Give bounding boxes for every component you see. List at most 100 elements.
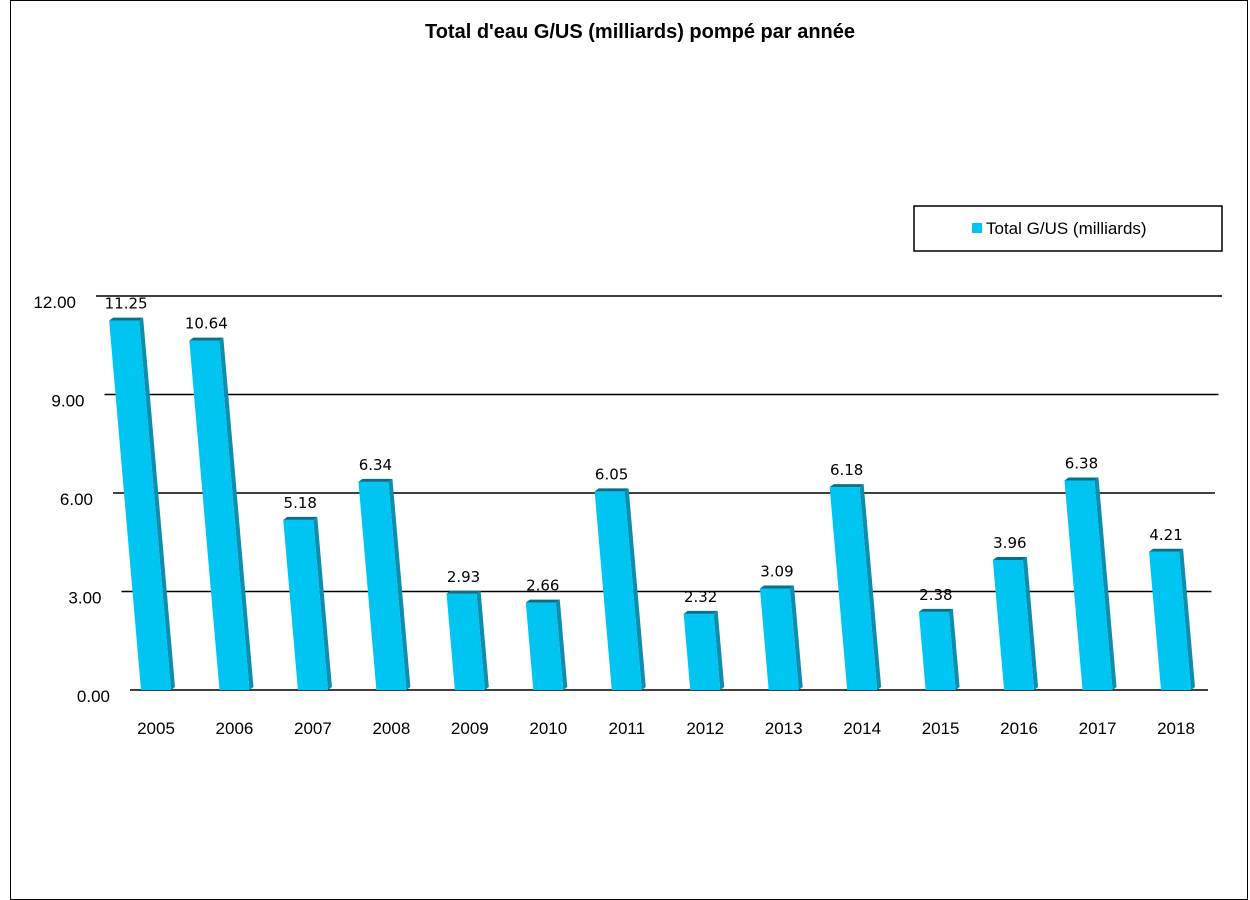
bar-top <box>189 337 224 341</box>
bar-top <box>358 478 393 482</box>
chart-title: Total d'eau G/US (milliards) pompé par a… <box>425 21 855 43</box>
bar-side <box>555 599 568 690</box>
x-tick-label: 2014 <box>843 719 881 738</box>
x-tick-label: 2007 <box>294 719 332 738</box>
bar-side <box>859 484 882 690</box>
y-axis-ticks: 0.00 3.00 6.00 9.00 12.00 <box>33 293 110 706</box>
bar-top <box>1149 548 1184 552</box>
bar-top <box>918 608 953 612</box>
data-label: 6.05 <box>595 465 628 483</box>
bar-top <box>829 484 864 488</box>
bar-top <box>992 556 1027 560</box>
bar-top <box>525 599 560 603</box>
bar-face <box>446 593 485 690</box>
bar-top <box>594 488 629 492</box>
bar-side <box>948 608 960 690</box>
bar <box>189 337 254 690</box>
x-axis-ticks: 2005 2006 2007 2008 2009 2010 2011 2012 2013 2014… <box>137 719 1195 738</box>
bar-face <box>918 611 956 690</box>
x-tick-label: 2011 <box>608 719 645 738</box>
bar-side <box>789 585 803 690</box>
bar-face <box>594 491 642 690</box>
x-tick-label: 2012 <box>686 719 724 738</box>
data-label: 10.64 <box>185 315 228 333</box>
data-label: 6.38 <box>1065 455 1098 473</box>
bar <box>992 556 1039 690</box>
data-label: 4.21 <box>1149 526 1182 544</box>
bar-top <box>446 590 481 594</box>
bar <box>759 585 803 690</box>
bar-face <box>683 613 721 690</box>
data-labels: 11.25 10.64 5.18 6.34 2.93 2.66 6.05 2.32 3.09 6.… <box>105 295 1183 606</box>
x-tick-label: 2009 <box>451 719 489 738</box>
legend-label: Total G/US (milliards) <box>986 219 1147 238</box>
x-tick-label: 2008 <box>372 719 410 738</box>
bar-side <box>1179 548 1195 690</box>
bar-top <box>1064 477 1099 481</box>
bar <box>829 484 882 690</box>
y-tick-label: 12.00 <box>33 293 76 312</box>
bar-face <box>109 320 171 690</box>
data-label: 2.38 <box>919 586 952 604</box>
data-label: 2.93 <box>447 568 480 586</box>
bar-face <box>525 602 564 690</box>
legend: Total G/US (milliards) <box>913 205 1223 252</box>
bar-side <box>219 337 254 690</box>
y-tick-label: 3.00 <box>68 589 101 608</box>
y-tick-label: 6.00 <box>60 490 93 509</box>
x-tick-label: 2016 <box>1000 719 1038 738</box>
bar-side <box>476 590 489 690</box>
x-tick-label: 2015 <box>922 719 960 738</box>
bar-side <box>1094 477 1117 690</box>
bar <box>683 610 725 690</box>
bar <box>358 478 411 690</box>
bar-top <box>683 610 718 614</box>
x-tick-label: 2017 <box>1079 719 1117 738</box>
bar <box>1064 477 1117 690</box>
bar <box>283 516 332 690</box>
legend-swatch <box>972 223 982 233</box>
x-tick-label: 2006 <box>216 719 254 738</box>
bars <box>109 317 1195 690</box>
legend-box <box>913 205 1223 252</box>
bar-face <box>358 481 407 690</box>
bar-face <box>829 487 878 690</box>
x-tick-label: 2010 <box>529 719 567 738</box>
x-tick-label: 2005 <box>137 719 175 738</box>
data-label: 3.09 <box>760 563 793 581</box>
bar <box>1149 548 1195 690</box>
bar <box>446 590 489 690</box>
bar-side <box>713 610 725 690</box>
bar <box>109 317 175 690</box>
data-label: 2.32 <box>684 588 717 606</box>
bar <box>594 488 646 690</box>
bar-face <box>1149 551 1191 690</box>
bar <box>525 599 568 690</box>
x-tick-label: 2013 <box>765 719 803 738</box>
data-label: 5.18 <box>284 494 317 512</box>
bar <box>918 608 960 690</box>
bar-face <box>1064 480 1113 690</box>
bar-side <box>139 317 175 690</box>
bar-side <box>624 488 646 690</box>
data-label: 3.96 <box>993 534 1026 552</box>
bar-top <box>759 585 794 589</box>
bar-top <box>109 317 144 321</box>
bar-face <box>759 588 799 690</box>
grid-lines <box>96 295 1222 691</box>
data-label: 6.34 <box>359 456 392 474</box>
bar-top <box>283 516 318 520</box>
y-tick-label: 9.00 <box>51 392 84 411</box>
bar-side <box>388 478 411 690</box>
data-label: 6.18 <box>830 461 863 479</box>
data-label: 2.66 <box>526 577 559 595</box>
bar-face <box>189 340 250 690</box>
bar-face <box>283 519 328 690</box>
bar-side <box>1022 556 1039 690</box>
data-label: 11.25 <box>105 295 148 313</box>
bar-side <box>313 516 332 690</box>
x-tick-label: 2018 <box>1157 719 1195 738</box>
bar-face <box>992 559 1035 690</box>
y-tick-label: 0.00 <box>77 687 110 706</box>
